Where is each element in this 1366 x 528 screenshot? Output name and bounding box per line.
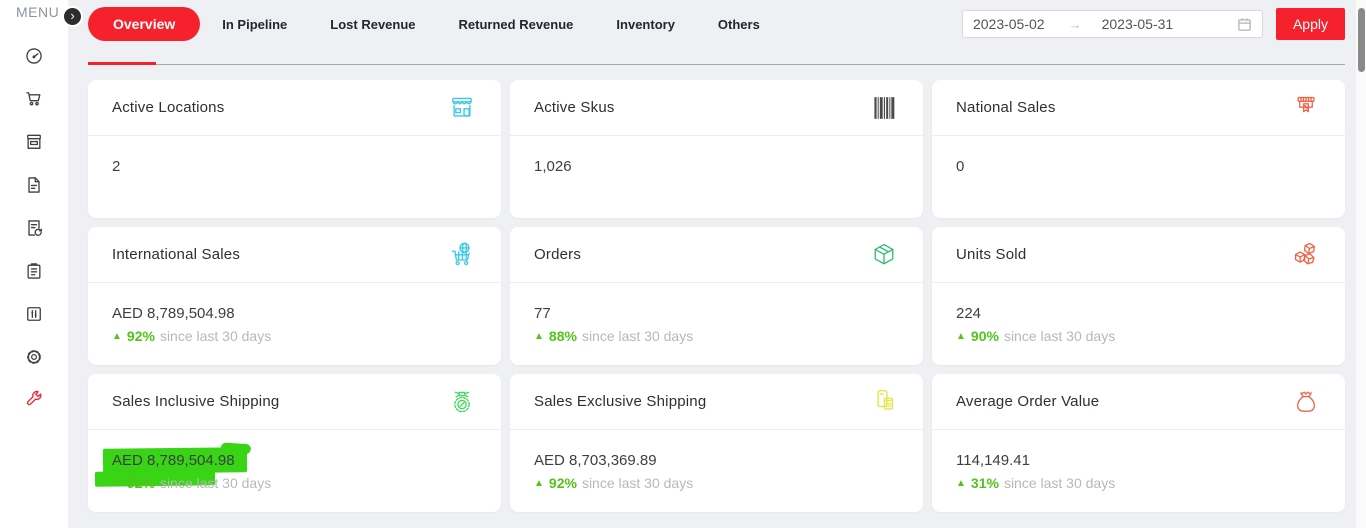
metric-card: Units Sold 224 ▲ 90% since last 30 days <box>932 227 1345 365</box>
change-percent: 31% <box>970 475 999 491</box>
sidebar: MENU <box>0 0 68 528</box>
coin-icon <box>447 387 477 417</box>
dashboard-gauge-icon[interactable] <box>24 46 44 66</box>
date-start-input[interactable]: 2023-05-02 <box>972 16 1045 32</box>
date-end-input[interactable]: 2023-05-31 <box>1101 16 1174 32</box>
sidebar-collapse-toggle[interactable]: › <box>62 6 83 27</box>
money-bag-icon <box>1291 387 1321 417</box>
cubes-icon <box>1291 240 1321 270</box>
metric-card: Sales Exclusive Shipping AED 8,703,369.8… <box>510 374 923 512</box>
card-value: 2 <box>112 158 121 175</box>
card-change: ▲ 92% since last 30 days <box>112 475 477 491</box>
report-sync-icon[interactable] <box>24 218 44 238</box>
up-arrow-icon: ▲ <box>112 477 122 489</box>
card-title: Orders <box>534 246 582 263</box>
tab-inventory[interactable]: Inventory <box>616 16 675 32</box>
scrollbar-thumb[interactable] <box>1358 8 1365 72</box>
card-value: 77 <box>534 305 551 322</box>
metric-card: National Sales 0 <box>932 80 1345 218</box>
date-range-picker[interactable]: 2023-05-02 → 2023-05-31 <box>961 10 1263 38</box>
sidebar-nav <box>0 46 68 410</box>
change-caption: since last 30 days <box>581 475 694 491</box>
document-icon[interactable] <box>24 175 44 195</box>
card-title: Average Order Value <box>956 393 1100 410</box>
change-caption: since last 30 days <box>159 328 272 344</box>
change-percent: 88% <box>548 328 577 344</box>
active-tab-indicator <box>88 62 156 65</box>
card-title: Sales Exclusive Shipping <box>534 393 707 410</box>
change-percent: 92% <box>126 328 155 344</box>
tab-returned-revenue[interactable]: Returned Revenue <box>458 16 574 32</box>
card-change: ▲ 92% since last 30 days <box>112 328 477 344</box>
shop-tag-icon <box>1291 93 1321 123</box>
card-title: Sales Inclusive Shipping <box>112 393 280 410</box>
tab-in-pipeline[interactable]: In Pipeline <box>222 16 288 32</box>
receipt-calculator-icon <box>869 387 899 417</box>
topbar-right: 2023-05-02 → 2023-05-31 Apply <box>961 8 1345 40</box>
card-title: Active Skus <box>534 99 615 116</box>
clipboard-icon[interactable] <box>24 261 44 281</box>
card-value: AED 8,789,504.98 <box>112 305 235 322</box>
metric-card: Sales Inclusive Shipping AED 8,789,504.9… <box>88 374 501 512</box>
storefront-icon[interactable] <box>24 132 44 152</box>
metric-card: Average Order Value 114,149.41 ▲ 31% sin… <box>932 374 1345 512</box>
tools-wrench-icon[interactable] <box>24 390 44 410</box>
calendar-icon[interactable] <box>1237 17 1252 32</box>
metric-card: Orders 77 ▲ 88% since last 30 days <box>510 227 923 365</box>
chevron-right-icon: › <box>70 8 75 23</box>
menu-label: MENU <box>16 4 60 20</box>
up-arrow-icon: ▲ <box>956 477 966 489</box>
tab-divider <box>88 62 1345 65</box>
card-change: ▲ 92% since last 30 days <box>534 475 899 491</box>
card-value: 224 <box>956 305 982 322</box>
card-value: AED 8,789,504.98 <box>112 452 235 469</box>
card-change: ▲ 90% since last 30 days <box>956 328 1321 344</box>
card-value: AED 8,703,369.89 <box>534 452 657 469</box>
scrollbar-track[interactable] <box>1356 0 1366 528</box>
metric-card: Active Skus 1,026 <box>510 80 923 218</box>
change-percent: 92% <box>126 475 155 491</box>
tab-lost-revenue[interactable]: Lost Revenue <box>330 16 416 32</box>
topbar: Overview In Pipeline Lost Revenue Returned … <box>88 0 1345 42</box>
sliders-icon[interactable] <box>24 304 44 324</box>
up-arrow-icon: ▲ <box>112 330 122 342</box>
change-percent: 90% <box>970 328 999 344</box>
shop-icon <box>447 93 477 123</box>
metric-card: Active Locations 2 <box>88 80 501 218</box>
card-title: National Sales <box>956 99 1056 116</box>
tab-others[interactable]: Others <box>717 16 760 32</box>
change-caption: since last 30 days <box>581 328 694 344</box>
tab-bar: Overview In Pipeline Lost Revenue Returned … <box>88 7 760 41</box>
main-content: Overview In Pipeline Lost Revenue Returned … <box>68 0 1366 512</box>
card-change: ▲ 31% since last 30 days <box>956 475 1321 491</box>
shopping-cart-icon[interactable] <box>24 89 44 109</box>
package-box-icon <box>869 240 899 270</box>
card-value: 114,149.41 <box>956 452 1030 469</box>
up-arrow-icon: ▲ <box>534 477 544 489</box>
change-caption: since last 30 days <box>1003 475 1116 491</box>
date-range-arrow: → <box>1068 16 1082 32</box>
up-arrow-icon: ▲ <box>534 330 544 342</box>
globe-cart-icon <box>447 240 477 270</box>
change-percent: 92% <box>548 475 577 491</box>
apply-button[interactable]: Apply <box>1275 8 1345 40</box>
card-value: 0 <box>956 158 965 175</box>
card-title: Active Locations <box>112 99 225 116</box>
change-caption: since last 30 days <box>1003 328 1116 344</box>
metric-card-grid: Active Locations 2 Active Skus 1, <box>88 80 1345 512</box>
change-caption: since last 30 days <box>159 475 272 491</box>
up-arrow-icon: ▲ <box>956 330 966 342</box>
card-change: ▲ 88% since last 30 days <box>534 328 899 344</box>
card-title: International Sales <box>112 246 241 263</box>
barcode-icon <box>869 93 899 123</box>
tab-overview[interactable]: Overview <box>88 7 201 41</box>
card-value: 1,026 <box>534 158 572 175</box>
settings-gear-icon[interactable] <box>24 347 44 367</box>
card-title: Units Sold <box>956 246 1027 263</box>
metric-card: International Sales AED 8,789,504.98 ▲ 9… <box>88 227 501 365</box>
